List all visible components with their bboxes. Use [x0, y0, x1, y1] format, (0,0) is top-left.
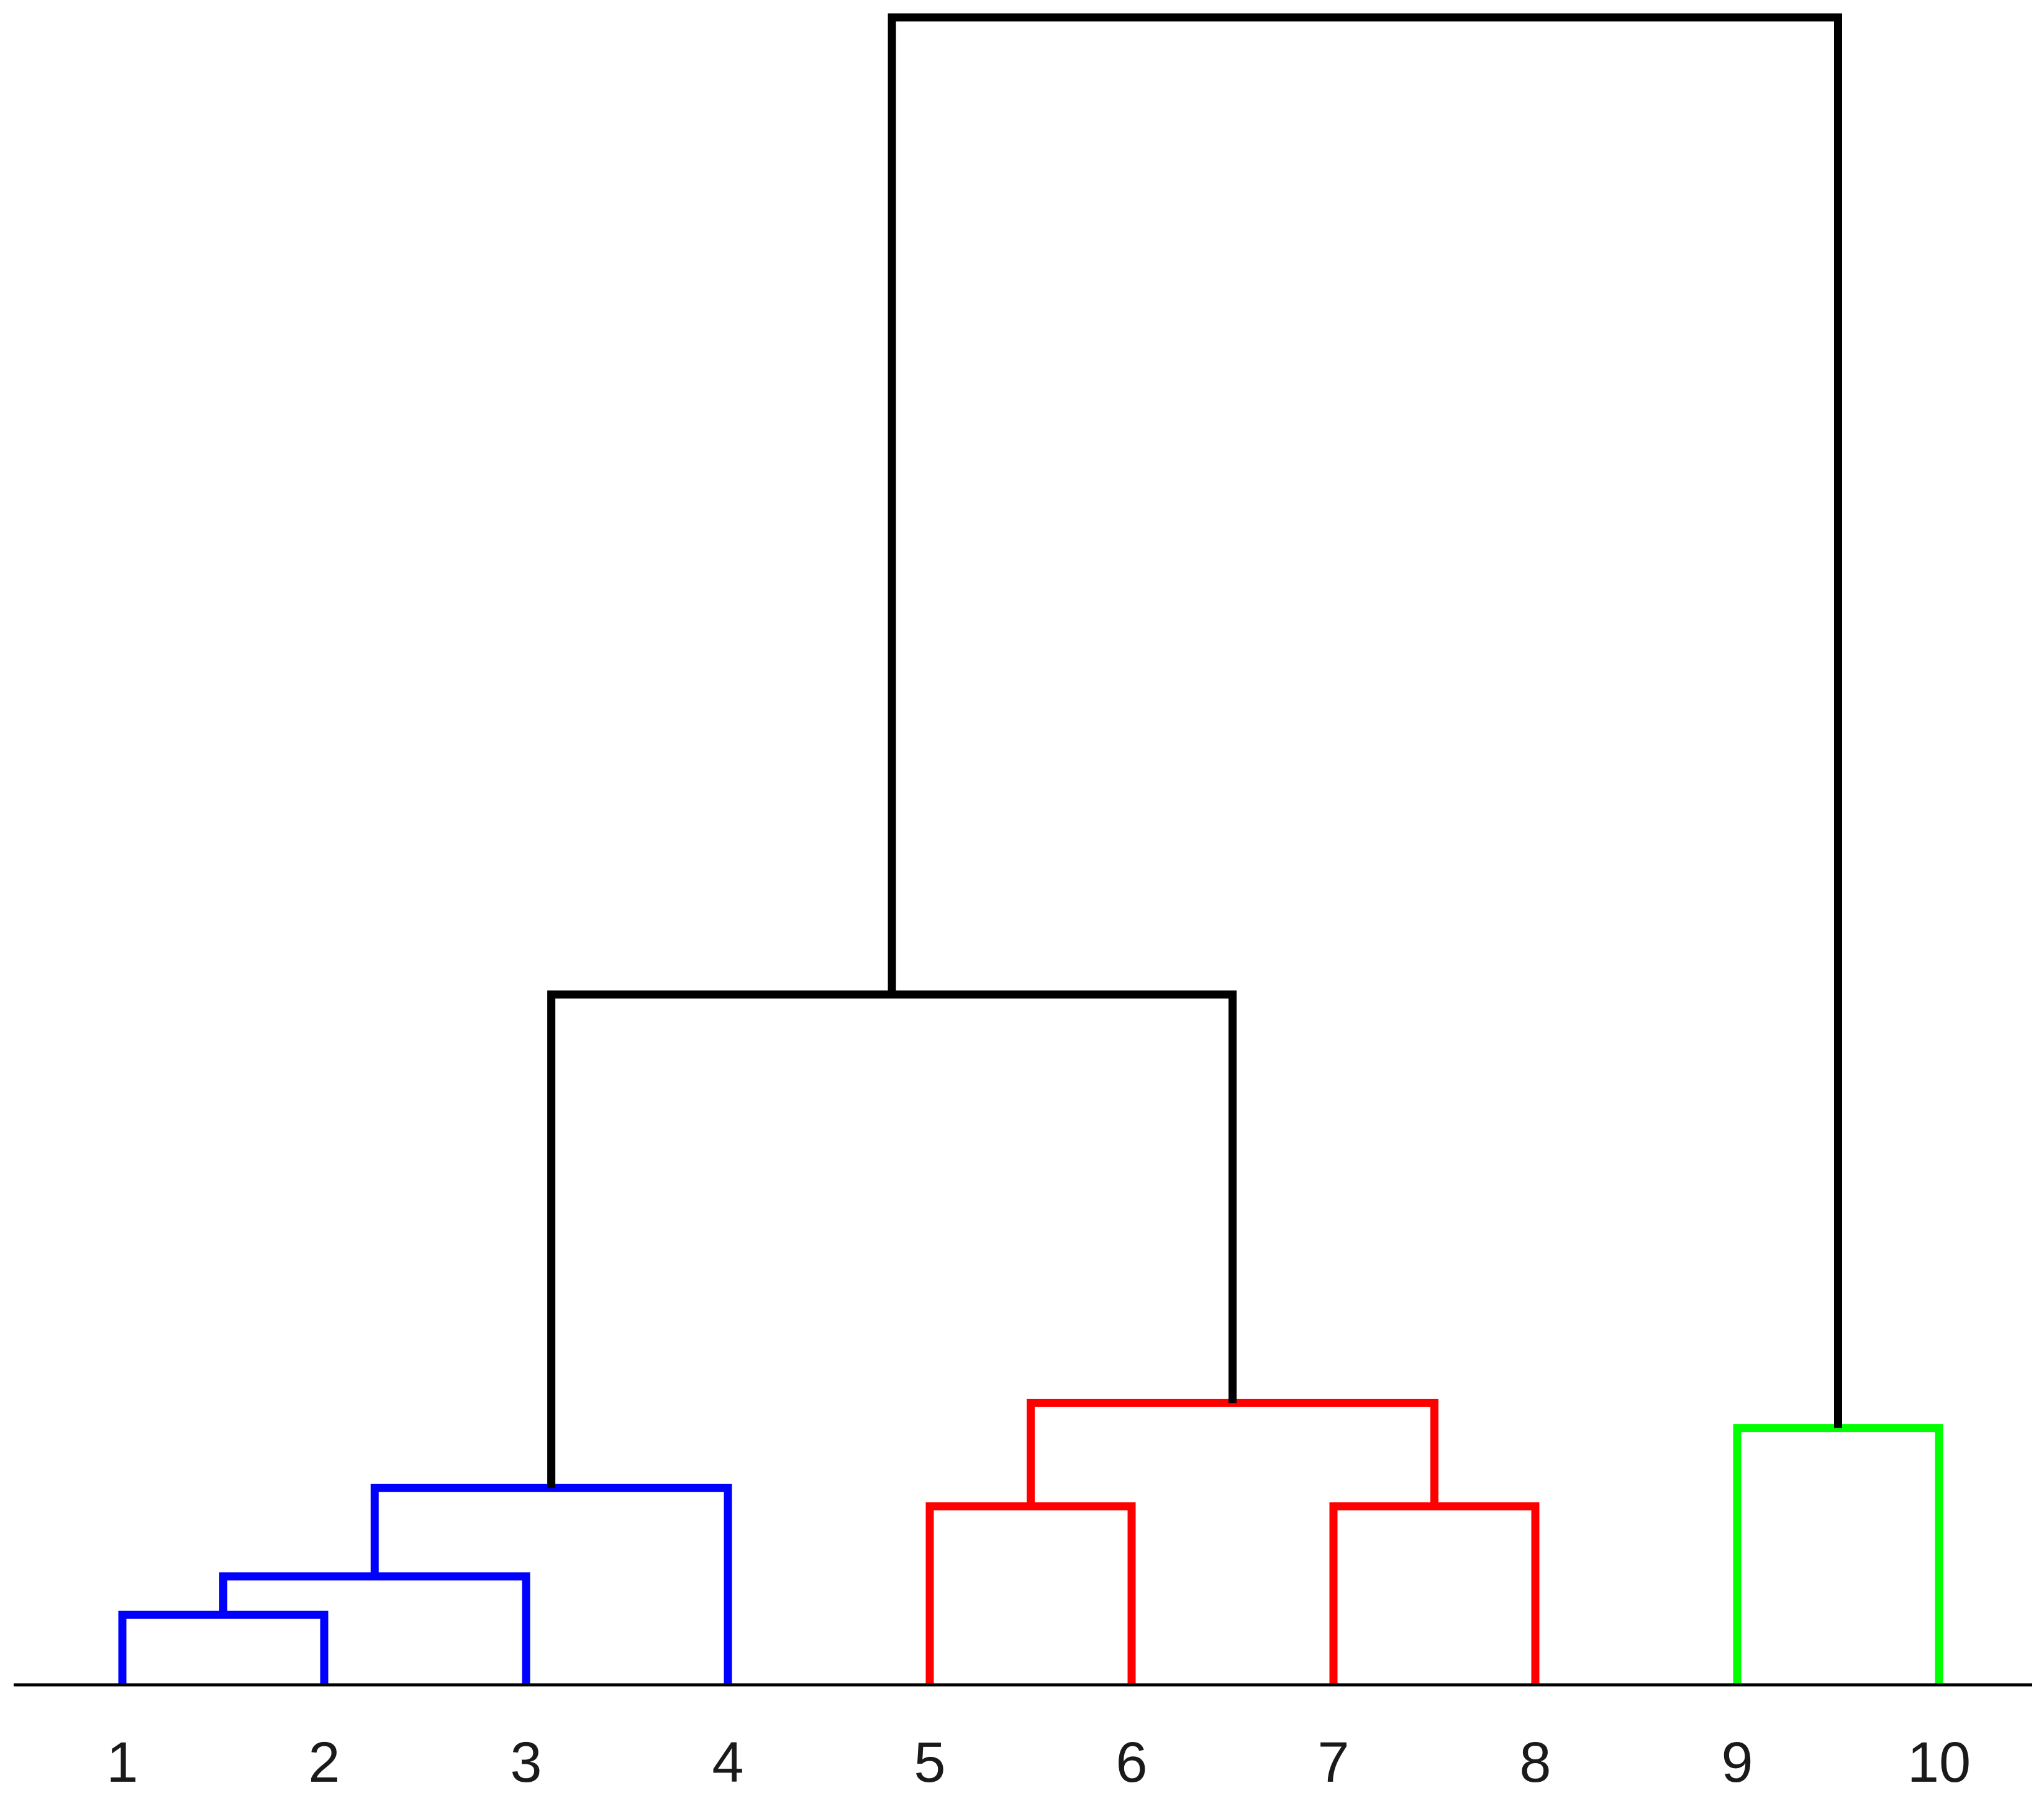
leaf-label-9: 9 — [1721, 1731, 1753, 1794]
leaf-labels: 1 2 3 4 5 6 7 8 9 10 — [106, 1731, 1971, 1794]
leaf-label-10: 10 — [1907, 1731, 1971, 1794]
leaf-label-5: 5 — [914, 1731, 945, 1794]
dendrogram-links — [118, 13, 1943, 1685]
leaf-label-1: 1 — [106, 1731, 138, 1794]
leaf-label-3: 3 — [510, 1731, 542, 1794]
dendrogram-link-9 — [888, 13, 1842, 1428]
leaf-label-2: 2 — [308, 1731, 340, 1794]
leaf-label-7: 7 — [1317, 1731, 1349, 1794]
leaf-label-6: 6 — [1115, 1731, 1147, 1794]
dendrogram-link-3 — [370, 1484, 732, 1685]
leaf-label-4: 4 — [712, 1731, 743, 1794]
leaf-label-8: 8 — [1519, 1731, 1551, 1794]
